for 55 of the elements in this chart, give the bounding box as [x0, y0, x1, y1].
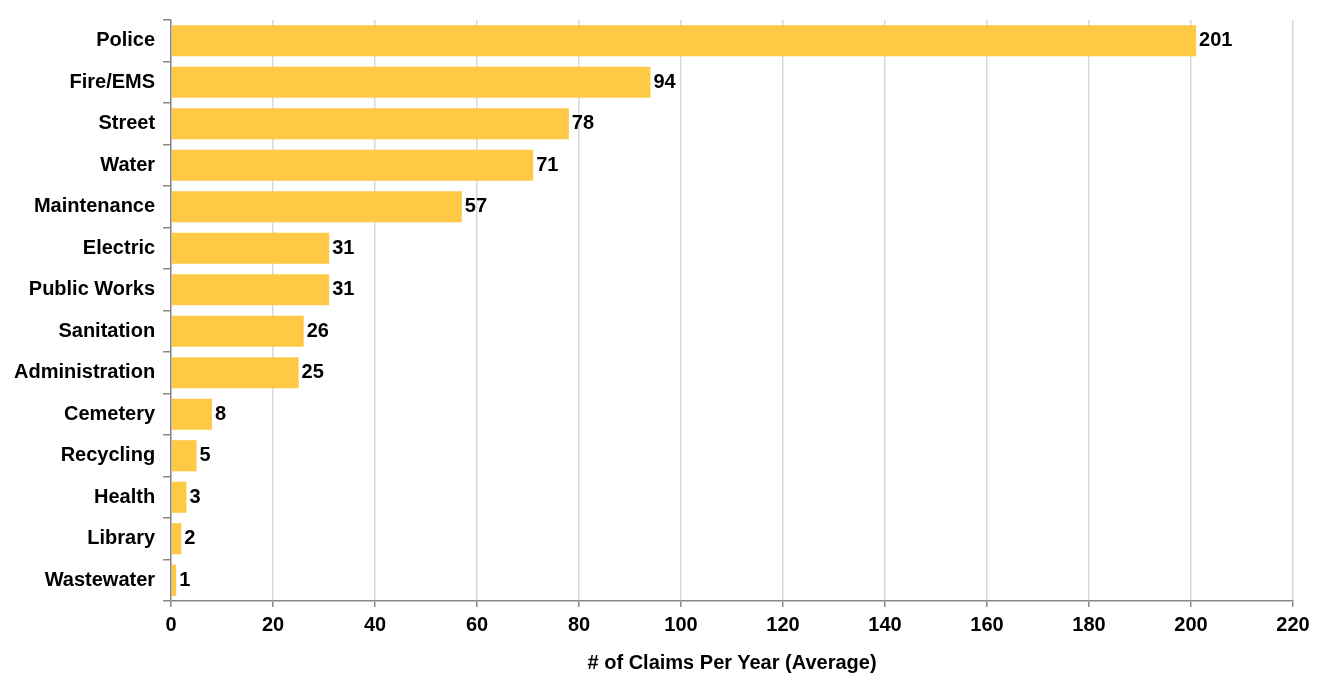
y-tick-label: Fire/EMS	[69, 69, 156, 92]
bar	[171, 232, 330, 264]
y-tick-label: Administration	[13, 360, 156, 383]
x-tick-label: 80	[567, 612, 591, 635]
data-label: 2	[184, 526, 196, 549]
data-label: 201	[1199, 28, 1233, 51]
bar	[171, 191, 462, 223]
x-tick-label: 60	[465, 612, 489, 635]
x-tick-label: 120	[766, 612, 800, 635]
y-tick-label: Wastewater	[44, 567, 156, 590]
x-tick-label: 160	[970, 612, 1004, 635]
bar	[171, 523, 182, 555]
y-tick-label: Health	[93, 484, 156, 507]
bar	[171, 398, 212, 430]
data-label: 94	[653, 69, 677, 92]
y-tick-label: Sanitation	[58, 318, 156, 341]
x-axis-title: # of Claims Per Year (Average)	[587, 650, 877, 673]
bar	[171, 315, 304, 347]
bar	[171, 25, 1197, 57]
bar	[171, 357, 299, 389]
data-label: 8	[214, 401, 227, 424]
bar	[171, 481, 187, 513]
y-tick-label: Library	[87, 526, 156, 549]
bar	[171, 149, 534, 181]
x-tick-label: 100	[664, 612, 698, 635]
y-tick-label: Cemetery	[63, 401, 156, 424]
data-label: 26	[306, 318, 329, 341]
data-label: 78	[571, 111, 595, 134]
data-label: 25	[301, 360, 324, 383]
y-tick-label: Street	[98, 111, 156, 134]
x-tick-label: 40	[363, 612, 387, 635]
bar	[171, 564, 177, 596]
data-label: 71	[536, 152, 559, 175]
data-label: 3	[189, 484, 201, 507]
x-tick-label: 0	[165, 612, 177, 635]
bar	[171, 108, 569, 140]
bar	[171, 274, 330, 306]
x-tick-label: 180	[1072, 612, 1106, 635]
x-tick-label: 200	[1174, 612, 1208, 635]
data-label: 57	[464, 194, 488, 217]
bar	[171, 66, 651, 98]
x-tick-label: 140	[868, 612, 902, 635]
y-tick-label: Police	[96, 28, 156, 51]
data-label: 1	[179, 567, 191, 590]
x-tick-label: 20	[261, 612, 285, 635]
y-tick-label: Electric	[82, 235, 156, 258]
y-tick-label: Public Works	[28, 277, 156, 300]
bar	[171, 440, 197, 472]
data-label: 5	[199, 443, 211, 466]
data-label: 31	[332, 235, 355, 258]
data-label: 31	[332, 277, 355, 300]
x-tick-label: 220	[1276, 612, 1310, 635]
y-tick-label: Maintenance	[33, 194, 156, 217]
y-tick-label: Recycling	[60, 443, 156, 466]
y-tick-label: Water	[100, 152, 156, 175]
